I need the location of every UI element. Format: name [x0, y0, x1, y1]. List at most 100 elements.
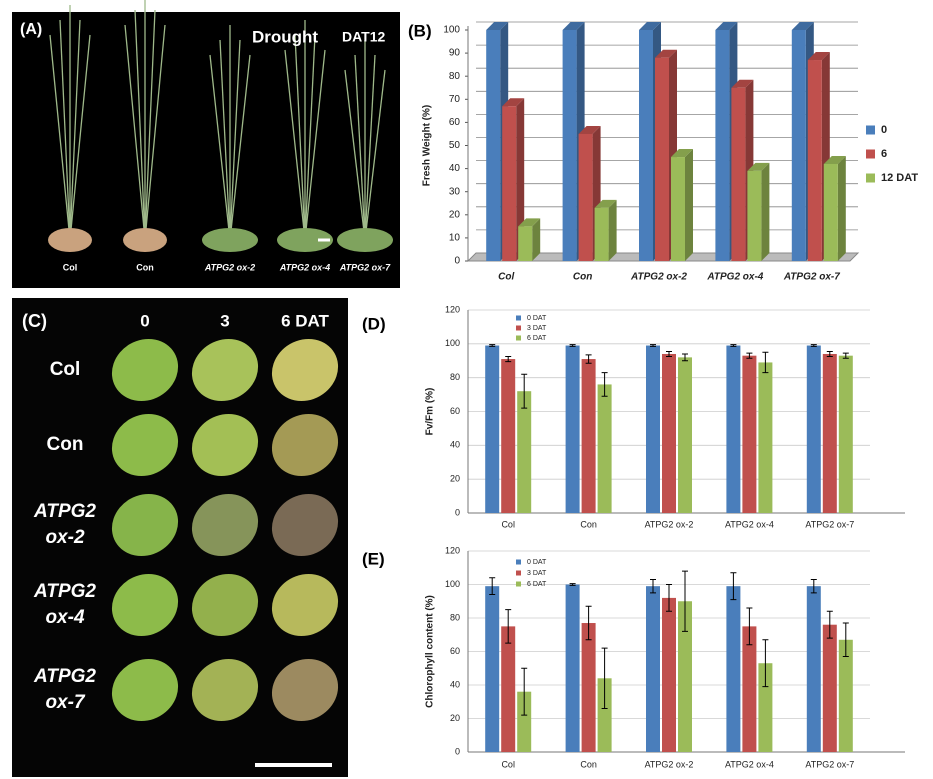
- time-label: DAT12: [342, 29, 386, 45]
- bar: [581, 623, 596, 752]
- x-tick-label: ATPG2 ox-4: [706, 272, 763, 283]
- bar: [486, 30, 501, 261]
- y-tick-label: 0: [454, 256, 460, 267]
- bar: [517, 391, 532, 513]
- bar-top: [731, 79, 754, 88]
- error-bar: [826, 610, 833, 639]
- bar: [731, 87, 746, 261]
- y-tick-label: 100: [443, 25, 460, 36]
- panel-label: (A): [20, 21, 42, 38]
- legend-label: 3 DAT: [527, 325, 547, 332]
- plant-stem: [69, 19, 81, 241]
- bar-top: [594, 199, 617, 208]
- plant-label: ATPG2 ox-2: [204, 262, 255, 272]
- plant-stem: [229, 39, 241, 241]
- bar-top: [791, 22, 814, 30]
- x-tick-label: Con: [580, 519, 597, 529]
- leaf: [271, 338, 339, 402]
- leaf: [191, 338, 259, 402]
- bar: [655, 57, 669, 261]
- bar: [822, 624, 837, 752]
- bar: [671, 157, 685, 261]
- bar: [639, 30, 653, 261]
- y-tick-label: 90: [449, 48, 461, 59]
- y-tick-label: 80: [450, 372, 460, 382]
- x-tick-label: ATPG2 ox-2: [645, 519, 694, 529]
- y-tick-label: 10: [449, 233, 461, 244]
- x-tick-label: ATPG2 ox-2: [630, 272, 687, 283]
- legend-swatch: [516, 581, 521, 587]
- error-bar: [650, 578, 656, 594]
- x-tick-label: ATPG2 ox-4: [725, 759, 774, 769]
- bar-top: [502, 98, 525, 107]
- error-bar: [585, 354, 592, 364]
- error-bar: [569, 583, 576, 586]
- plant-stem: [209, 54, 231, 241]
- bar-top: [562, 22, 585, 30]
- x-tick-label: Col: [498, 272, 514, 283]
- plant-label: ATPG2 ox-4: [279, 262, 330, 272]
- bar-top: [578, 125, 601, 134]
- y-tick-label: 80: [449, 71, 461, 82]
- leaf: [191, 573, 259, 637]
- legend-swatch: [516, 570, 521, 576]
- bar-top: [486, 22, 509, 30]
- y-tick-label: 120: [445, 304, 460, 314]
- row-label: ATPG2: [33, 501, 96, 522]
- plant-stem: [344, 69, 366, 241]
- error-bar: [521, 373, 528, 409]
- legend-swatch: [866, 173, 875, 183]
- y-tick-label: 20: [450, 713, 460, 723]
- plant-stem: [364, 54, 376, 241]
- legend-label: 0: [881, 124, 887, 136]
- bar: [838, 639, 853, 752]
- x-tick-label: Con: [573, 272, 592, 283]
- leaf: [111, 338, 179, 402]
- plant-stem: [304, 34, 316, 241]
- error-bar: [666, 350, 672, 358]
- legend-swatch: [516, 335, 521, 341]
- bar-side: [532, 218, 541, 261]
- row-label: Col: [50, 359, 81, 380]
- y-tick-label: 20: [450, 474, 460, 484]
- error-bar: [505, 356, 512, 363]
- column-label: 3: [220, 311, 229, 330]
- bar-side: [761, 162, 770, 261]
- error-bar: [682, 353, 688, 362]
- bar: [597, 678, 612, 752]
- bar-side: [608, 199, 617, 261]
- plant-stem: [134, 9, 146, 241]
- error-bar: [585, 605, 592, 641]
- bar-top: [639, 22, 661, 30]
- panel-label: (E): [362, 549, 385, 568]
- y-tick-label: 100: [445, 338, 460, 348]
- leaf: [111, 658, 179, 722]
- error-bar: [810, 344, 817, 347]
- row-label: ox-4: [45, 607, 85, 628]
- y-tick-label: 20: [449, 209, 461, 220]
- y-tick-label: 30: [449, 186, 461, 197]
- leaf: [271, 573, 339, 637]
- y-tick-label: 0: [455, 746, 460, 756]
- bar-top: [715, 22, 738, 30]
- error-bar: [489, 344, 496, 347]
- row-label: ATPG2: [33, 581, 96, 602]
- bar-top: [671, 149, 693, 158]
- error-bar: [842, 352, 849, 359]
- legend-label: 0 DAT: [527, 315, 547, 322]
- rosette: [277, 228, 333, 252]
- legend-swatch: [516, 315, 521, 321]
- bar: [501, 626, 516, 752]
- error-bar: [682, 570, 688, 632]
- bar: [742, 626, 757, 752]
- x-tick-label: ATPG2 ox-2: [645, 759, 694, 769]
- bar: [594, 207, 609, 261]
- bar: [838, 355, 853, 513]
- plant-stem: [144, 9, 156, 241]
- error-bar: [601, 647, 608, 709]
- column-label: 0: [140, 311, 149, 330]
- error-bar: [746, 607, 753, 646]
- error-bar: [569, 344, 576, 347]
- error-bar: [666, 584, 672, 612]
- bar: [578, 133, 593, 261]
